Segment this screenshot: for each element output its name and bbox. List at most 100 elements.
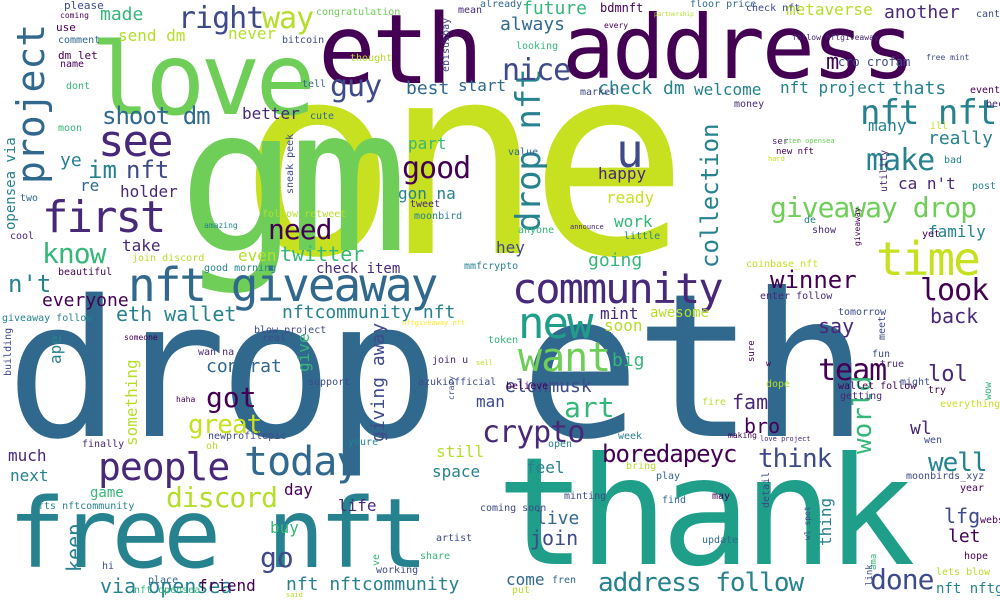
word-ill: cant (976, 9, 1000, 20)
word-time: time (876, 232, 981, 286)
word-put: website (980, 515, 1000, 526)
word-nft-nftcommunity: nft nftcommunity (286, 574, 460, 595)
word-oh: join u (432, 355, 469, 366)
word-send-dm: send dm (118, 26, 186, 45)
word-de: become (986, 99, 1000, 110)
word-nftgiveaway-nft: ve (371, 553, 382, 566)
word-sell: place (148, 575, 179, 586)
word-mmfcrypto: little (624, 231, 661, 242)
word-done: done (870, 563, 934, 596)
word-mean: mean (458, 5, 483, 16)
word-week: coming soon (480, 503, 547, 514)
word-working: lets blow (936, 567, 991, 578)
word-fire: try (928, 385, 947, 396)
word-free-nft: free nft (8, 478, 428, 590)
word-bring: artist (436, 533, 473, 544)
word-ready-small: announce (570, 223, 604, 231)
word-sure: utility (879, 149, 890, 192)
word-ser: post (972, 181, 997, 192)
word-nfts-nftcommunity: nfts nftcommunity (32, 501, 135, 512)
word-big: big (612, 350, 645, 371)
word-space: space (432, 462, 481, 481)
word-ama: may (712, 491, 731, 502)
word-finally: finally (82, 439, 125, 450)
word-winner: winner (770, 266, 857, 294)
word-little: anyone (518, 225, 555, 236)
word-giveaway-small: sell (476, 359, 493, 367)
word-never: never (228, 24, 277, 43)
word-people: people (98, 445, 230, 489)
word-year: fire (702, 397, 727, 408)
word-check-nft: cute (310, 111, 335, 122)
word-life: life (338, 496, 377, 515)
word-another: another (884, 2, 960, 23)
word-item-opensea: de (804, 215, 817, 226)
word-gon-na: gon na (398, 184, 456, 203)
word-look: look (920, 273, 989, 308)
word-day: day (284, 480, 313, 499)
word-may: moonbirds_xyz (906, 471, 985, 482)
word-meet: enter follow (760, 291, 833, 302)
word-boredapeyc: boredapeyc (602, 440, 737, 468)
word-wen: everything (940, 399, 1000, 410)
word-see: see (98, 116, 173, 167)
word-link: find (662, 495, 687, 506)
word-eth-large: eth (520, 251, 869, 484)
word-crypto: crypto (482, 415, 585, 450)
word-think: think (758, 444, 832, 474)
word-post: event (970, 85, 1000, 96)
word-best: best (406, 78, 450, 99)
word-wl-spot: detail (761, 471, 772, 508)
word-find: wen (924, 435, 943, 446)
word-wallet-follow: meet (877, 315, 888, 340)
word-token: believe (506, 381, 549, 392)
word-next: next (10, 466, 49, 485)
word-start: start (458, 76, 507, 95)
word-something: something (122, 359, 141, 446)
word-love: love (90, 21, 316, 138)
word-nft-giveaway: nft giveaway (128, 258, 438, 312)
word-tell: tell (302, 79, 327, 90)
word-ready: ready (606, 188, 655, 207)
word-lol: lol (928, 362, 968, 387)
word-nt: n't (8, 270, 52, 298)
word-place: haha (176, 395, 196, 404)
word-nft-opensea: nft opensea (134, 585, 201, 596)
word-fam: fam (732, 390, 769, 414)
word-mint: mint (600, 304, 639, 323)
word-got: got (206, 381, 257, 414)
word-youre: azukiofficial (418, 377, 497, 388)
word-nft-small: nft (126, 156, 170, 184)
word-nft-nft: nft nft (860, 93, 997, 133)
word-play: working (376, 565, 419, 576)
word-newprofilepic: lot (596, 331, 615, 342)
word-everyone: everyone (42, 290, 129, 311)
word-said: coming (60, 11, 89, 20)
word-someone: wan na (198, 347, 235, 358)
word-cool: cool (10, 231, 35, 242)
word-azukiofficial: bring (626, 461, 657, 472)
word-partnership: nftgiveaway nft (402, 319, 466, 327)
word-might: tomorrow (838, 307, 887, 318)
word-moonbird: tweet (410, 199, 441, 210)
word-join: join (530, 526, 579, 550)
word-check-item: check item (316, 261, 401, 277)
word-show: ill (930, 121, 949, 132)
word-bdmnft: bdmnft (600, 1, 644, 15)
word-coming: hi (102, 561, 115, 572)
word-one: one (238, 8, 689, 316)
word-open: play (656, 471, 681, 482)
word-please: please (64, 0, 104, 12)
word-real: support (308, 377, 351, 388)
word-event: follow nftgiveaway (792, 33, 879, 42)
word-every: amazing (204, 221, 238, 230)
word-fren: hope (964, 551, 989, 562)
word-making: getting (840, 391, 883, 402)
word-man: man (476, 392, 505, 411)
word-two: two (20, 193, 39, 204)
word-free-mint: every (604, 21, 629, 30)
word-wl: wl (910, 418, 932, 439)
word-soon: soon (604, 316, 643, 335)
word-moon: moon (58, 123, 83, 134)
